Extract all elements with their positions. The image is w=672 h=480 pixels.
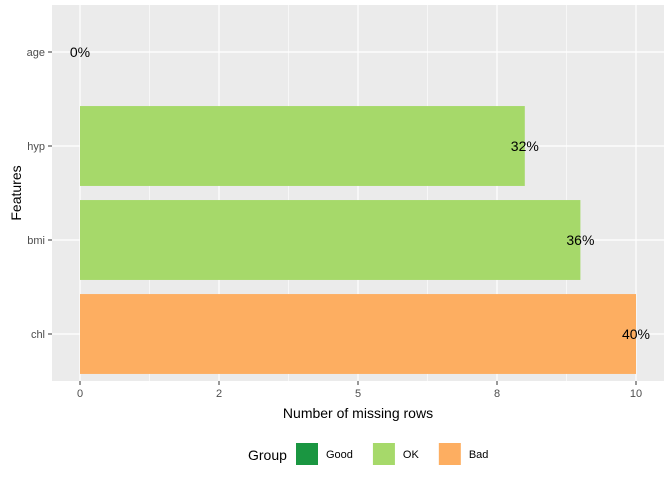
x-tick-label: 2 [216, 388, 222, 400]
y-tick-label: bmi [27, 235, 45, 247]
bar-bmi [80, 200, 581, 280]
legend-label-good: Good [326, 449, 353, 461]
data-labels: 0% 32% 36% 40% [70, 44, 650, 342]
data-label-bmi: 36% [566, 232, 594, 248]
bar-chl [80, 294, 636, 374]
x-axis: 0 2 5 8 10 [77, 381, 642, 400]
legend: Group Good OK Bad [248, 443, 488, 465]
y-tick-label: age [27, 47, 45, 59]
data-label-hyp: 32% [511, 138, 539, 154]
legend-title: Group [248, 447, 287, 463]
x-tick-label: 8 [494, 388, 500, 400]
y-axis: age hyp bmi chl [27, 47, 52, 341]
y-tick-label: hyp [27, 141, 45, 153]
legend-key-ok [372, 443, 395, 465]
legend-label-ok: OK [403, 449, 420, 461]
legend-label-bad: Bad [469, 449, 489, 461]
bars [80, 106, 636, 374]
x-tick-label: 10 [630, 388, 642, 400]
y-axis-title: Features [8, 165, 24, 220]
x-tick-label: 5 [355, 388, 361, 400]
x-axis-title: Number of missing rows [283, 405, 433, 421]
data-label-chl: 40% [622, 326, 650, 342]
data-label-age: 0% [70, 44, 90, 60]
bar-hyp [80, 106, 525, 186]
legend-key-good [296, 443, 318, 465]
legend-key-bad [438, 443, 461, 465]
y-tick-label: chl [31, 329, 45, 341]
x-tick-label: 0 [77, 388, 83, 400]
